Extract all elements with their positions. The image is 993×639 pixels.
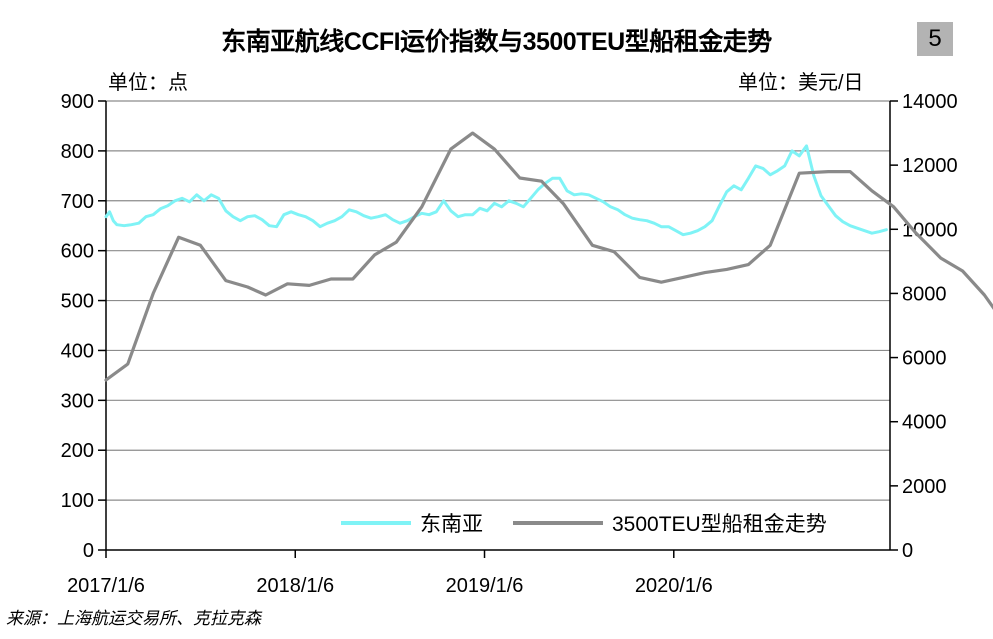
legend-label-southeast-asia: 东南亚 — [420, 513, 483, 536]
left-axis-unit: 单位：点 — [108, 72, 188, 94]
right-tick-label: 8000 — [902, 283, 947, 305]
right-tick-label: 2000 — [902, 476, 947, 498]
left-tick-label: 800 — [61, 141, 94, 163]
left-tick-label: 300 — [61, 390, 94, 412]
left-tick-label: 100 — [61, 490, 94, 512]
series-line-southeast-asia — [104, 144, 888, 237]
gridlines — [106, 100, 890, 501]
legend-label-charter-rate: 3500TEU型船租金走势 — [612, 513, 827, 536]
right-tick-label: 12000 — [902, 155, 958, 177]
right-tick-label: 14000 — [902, 91, 958, 113]
x-tick-label: 2020/1/6 — [635, 575, 713, 597]
axes: 0 100 200 300 400 500 600 700 800 900 0 2000 4000 600… — [61, 91, 958, 597]
left-tick-label: 0 — [83, 540, 94, 562]
left-tick-label: 400 — [61, 340, 94, 362]
series-lines — [104, 131, 993, 382]
left-tick-label: 500 — [61, 291, 94, 313]
chart-title: 东南亚航线CCFI运价指数与3500TEU型船租金走势 — [221, 28, 772, 56]
x-tick-label: 2017/1/6 — [67, 575, 145, 597]
source-note: 来源：上海航运交易所、克拉克森 — [6, 609, 261, 629]
right-tick-label: 6000 — [902, 348, 947, 370]
legend: 东南亚 3500TEU型船租金走势 — [341, 513, 827, 536]
right-tick-label: 10000 — [902, 219, 958, 241]
figure-number-badge: 5 — [917, 22, 953, 56]
series-line-charter-rate — [104, 131, 993, 382]
left-tick-label: 900 — [61, 91, 94, 113]
right-axis-unit: 单位：美元/日 — [738, 72, 864, 94]
left-tick-label: 700 — [61, 191, 94, 213]
x-tick-label: 2019/1/6 — [446, 575, 524, 597]
x-tick-label: 2018/1/6 — [256, 575, 334, 597]
right-tick-label: 0 — [902, 540, 913, 562]
left-tick-label: 600 — [61, 241, 94, 263]
left-tick-label: 200 — [61, 440, 94, 462]
right-tick-label: 4000 — [902, 412, 947, 434]
